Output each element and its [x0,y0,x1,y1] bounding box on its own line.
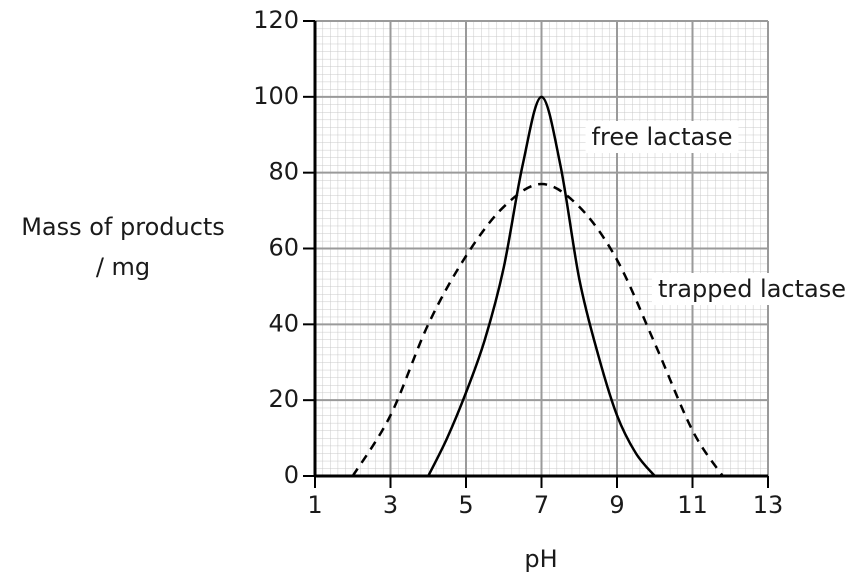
series-label: free lactase [592,123,733,151]
y-tick-label: 0 [284,461,299,489]
y-tick-label: 60 [268,234,299,262]
x-tick-label: 7 [534,491,549,519]
x-tick-label: 9 [609,491,624,519]
label-background [585,121,739,153]
y-tick-label: 80 [268,158,299,186]
y-axis-label: Mass of products [21,213,225,241]
y-tick-label: 100 [253,82,299,110]
y-tick-label: 20 [268,385,299,413]
series-label: trapped lactase [658,275,846,303]
x-axis-label: pH [524,545,557,573]
x-tick-label: 3 [383,491,398,519]
x-tick-label: 13 [753,491,784,519]
line [427,95,656,477]
label-background [651,273,853,305]
y-axis-label: / mg [96,253,150,281]
line [351,182,724,477]
x-tick-label: 11 [677,491,708,519]
x-tick-label: 1 [307,491,322,519]
y-tick-label: 120 [253,6,299,34]
x-tick-label: 5 [458,491,473,519]
y-tick-label: 40 [268,309,299,337]
